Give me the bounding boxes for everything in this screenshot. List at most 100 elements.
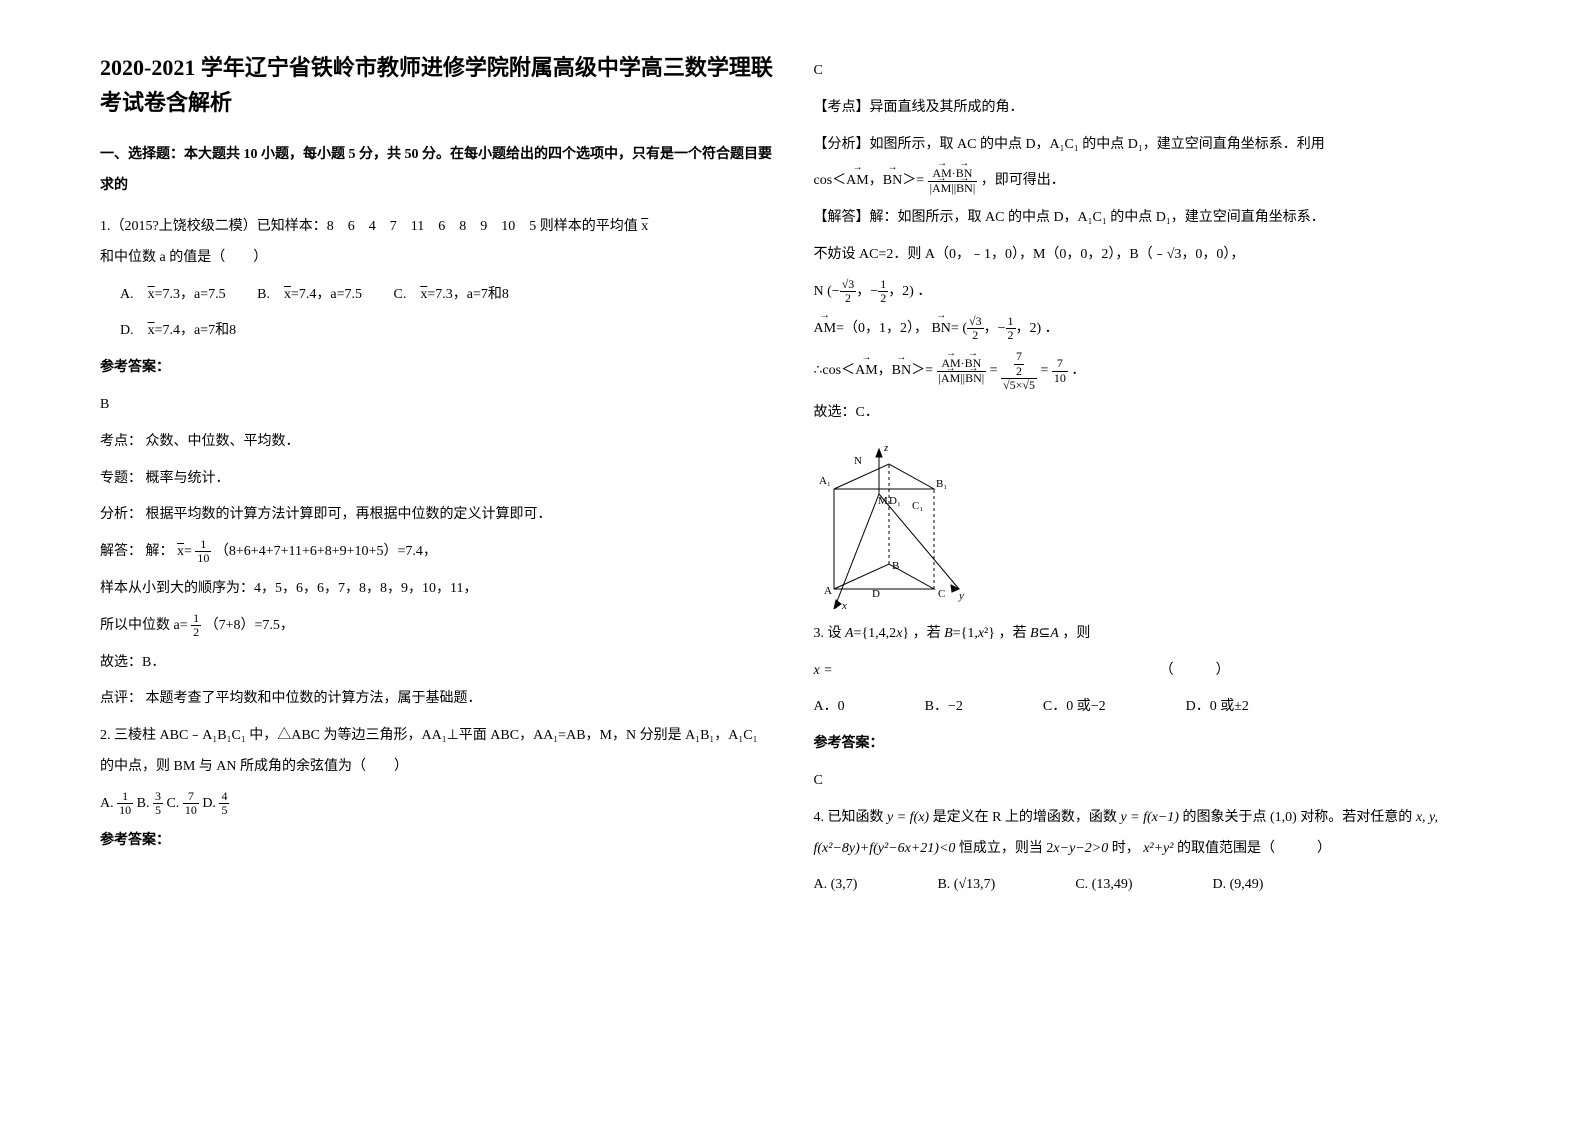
q3-t5: x = — [814, 663, 833, 678]
q3-t4: ，则 — [1062, 626, 1090, 641]
q4-t3: 的图象关于点 — [1182, 810, 1266, 825]
q2-jd4a: =（0，1，2）， — [836, 321, 928, 336]
q2-jd3a: N — [814, 284, 824, 299]
frac-q2b: 35 — [153, 790, 163, 817]
q2-fenxi2: cos＜AM，BN＞= AM·BN |AM||BN| ，即可得出． — [814, 166, 1488, 197]
q1-zhuanti: 专题： 概率与统计． — [100, 464, 774, 495]
q1-jieda3: 所以中位数 a= 12 （7+8）=7.5， — [100, 611, 774, 642]
q3-stem: 3. 设 A={1,4,2x} ，若 B={1,x²} ，若 B⊆A ，则 — [814, 619, 1488, 650]
q4-optB: B. (√13,7) — [937, 870, 995, 901]
svg-text:D: D — [872, 588, 880, 600]
svg-text:B: B — [892, 560, 899, 572]
q4-t5: 恒成立，则当 — [959, 841, 1043, 856]
q2-kaodian: 【考点】异面直线及其所成的角． — [814, 93, 1488, 124]
q1-jieda4: 故选：B． — [100, 648, 774, 679]
q3-answer-label: 参考答案： — [814, 729, 1488, 760]
q3-paren: （ ） — [1160, 663, 1230, 678]
frac-bn1: √32 — [967, 315, 984, 342]
vec-BN2: BN — [931, 314, 950, 345]
q4-optA: A. (3,7) — [814, 870, 858, 901]
xbar-a: x — [148, 280, 155, 311]
xbar-d: x — [148, 316, 155, 347]
section-heading: 一、选择题：本大题共 10 小题，每小题 5 分，共 50 分。在每小题给出的四… — [100, 140, 774, 202]
q2-B: B. — [137, 796, 150, 811]
document-title: 2020-2021 学年辽宁省铁岭市教师进修学院附属高级中学高三数学理联考试卷含… — [100, 50, 774, 120]
q1-options-row2: D. x=7.4，a=7和8 — [100, 316, 774, 347]
q1-jd3b: （7+8）=7.5， — [205, 618, 294, 633]
q1-optA: =7.3，a=7.5 — [155, 287, 226, 302]
q2-jd4b: = — [951, 321, 959, 336]
q2-jd3b: ． — [917, 284, 931, 299]
q1-fenxi: 分析： 根据平均数的计算方法计算即可，再根据中位数的定义计算即可． — [100, 500, 774, 531]
q1-kaodian: 考点： 众数、中位数、平均数． — [100, 427, 774, 458]
q2-fenxi: 【分析】如图所示，取 AC 的中点 D，A₁C₁ 的中点 D₁，建立空间直角坐标… — [814, 130, 1488, 161]
left-column: 2020-2021 学年辽宁省铁岭市教师进修学院附属高级中学高三数学理联考试卷含… — [80, 50, 794, 1072]
q3-B: B．−2 — [925, 692, 963, 723]
xbar-jd: x — [177, 537, 184, 568]
q2-D: D. — [202, 796, 216, 811]
q2-stem: 2. 三棱柱 ABC﹣A₁B₁C₁ 中，△ABC 为等边三角形，AA₁⊥平面 A… — [100, 721, 774, 783]
q4-t7: 的取值范围是（ ） — [1177, 841, 1331, 856]
q3-t2: ，若 — [913, 626, 941, 641]
svg-text:A₁: A₁ — [819, 475, 831, 487]
prism-diagram: A B C A₁ B₁ C₁ N M D D₁ x y z — [814, 439, 1488, 609]
q2-jd5b: ， — [878, 363, 892, 378]
q2-C: C. — [166, 796, 179, 811]
q3-options: A．0 B．−2 C．0 或−2 D．0 或±2 — [814, 692, 1488, 723]
q1-stem: 1.（2015?上饶校级二模）已知样本：8 6 4 7 11 6 8 9 10 … — [100, 212, 774, 274]
q1-text2: 和中位数 a 的值是（ ） — [100, 250, 267, 265]
frac-n2: 12 — [878, 278, 888, 305]
frac-q2c: 710 — [183, 790, 199, 817]
q1-jieda1: 解答： 解： x= 110 （8+6+4+7+11+6+8+9+10+5）=7.… — [100, 537, 774, 568]
q2-fx2: ，即可得出． — [981, 173, 1065, 188]
svg-text:x: x — [841, 600, 847, 609]
q4-stem: 4. 已知函数 y = f(x) 是定义在 R 上的增函数，函数 y = f(x… — [814, 803, 1488, 865]
q1-answer-label: 参考答案： — [100, 353, 774, 384]
q1-optD: =7.4，a=7和8 — [155, 323, 237, 338]
vec-AM1: AM — [846, 166, 869, 197]
svg-text:B₁: B₁ — [936, 478, 947, 490]
q1-optC: =7.3，a=7和8 — [427, 287, 509, 302]
q2-jd1: 【解答】解：如图所示，取 AC 的中点 D，A₁C₁ 的中点 D₁，建立空间直角… — [814, 203, 1488, 234]
q2-jd2: 不妨设 AC=2．则 A（0，﹣1，0），M（0，0，2），B（﹣√3，0，0）… — [814, 240, 1488, 271]
svg-text:D₁: D₁ — [889, 495, 901, 507]
q2-answer: C — [814, 56, 1488, 87]
q3-stem2: x = （ ） — [814, 656, 1488, 687]
q2-jd6: 故选：C． — [814, 398, 1488, 429]
q2-jd4c: ． — [1045, 321, 1059, 336]
q4-optC: C. (13,49) — [1075, 870, 1132, 901]
q4-optD: D. (9,49) — [1212, 870, 1263, 901]
svg-text:C₁: C₁ — [912, 500, 923, 512]
q2-jd4: AM=（0，1，2）， BN= (√32，−12，2) ． — [814, 314, 1488, 345]
frac-1-2: 12 — [191, 612, 201, 639]
q2-answer-label: 参考答案： — [100, 826, 774, 857]
q4-t1: 4. 已知函数 — [814, 810, 884, 825]
vec-BN3: BN — [892, 356, 911, 387]
q2-jd3: N (−√32，−12，2) ． — [814, 277, 1488, 308]
sqrt3-1: √3 — [1167, 247, 1182, 262]
q1-jd1a: 解答： 解： — [100, 544, 174, 559]
q2-jd5c: ＞= — [911, 363, 933, 378]
vec-BN1: BN — [883, 166, 902, 197]
q1-answer: B — [100, 390, 774, 421]
q1-optB: =7.4，a=7.5 — [291, 287, 362, 302]
cos-frac1: AM·BN |AM||BN| — [928, 167, 978, 194]
q4-t6: 时， — [1112, 841, 1140, 856]
svg-text:C: C — [938, 588, 945, 600]
q1-options-row1: A. x=7.3，a=7.5 B. x=7.4，a=7.5 C. x=7.3，a… — [100, 280, 774, 311]
q3-answer: C — [814, 766, 1488, 797]
frac-n1: √32 — [840, 278, 857, 305]
right-column: C 【考点】异面直线及其所成的角． 【分析】如图所示，取 AC 的中点 D，A₁… — [794, 50, 1508, 1072]
q2-options: A. 110 B. 35 C. 710 D. 45 — [100, 789, 774, 820]
q1-jd3a: 所以中位数 a= — [100, 618, 188, 633]
q1-text: 1.（2015?上饶校级二模）已知样本：8 6 4 7 11 6 8 9 10 … — [100, 219, 641, 234]
q1-dianping: 点评： 本题考查了平均数和中位数的计算方法，属于基础题． — [100, 684, 774, 715]
q2-jd2a: 不妨设 AC=2．则 A（0，﹣1，0），M（0，0，2），B（﹣ — [814, 247, 1167, 262]
frac-bn2: 12 — [1006, 315, 1016, 342]
q2-jd5d: ． — [1071, 363, 1085, 378]
q1-jd1b: （8+6+4+7+11+6+8+9+10+5）=7.4， — [215, 544, 437, 559]
xbar-b: x — [284, 280, 291, 311]
svg-text:M: M — [878, 495, 888, 507]
q2-jd5: ∴cos＜AM，BN＞= AM·BN |AM||BN| = 72√5×√5 = … — [814, 350, 1488, 392]
frac-q2d: 45 — [219, 790, 229, 817]
